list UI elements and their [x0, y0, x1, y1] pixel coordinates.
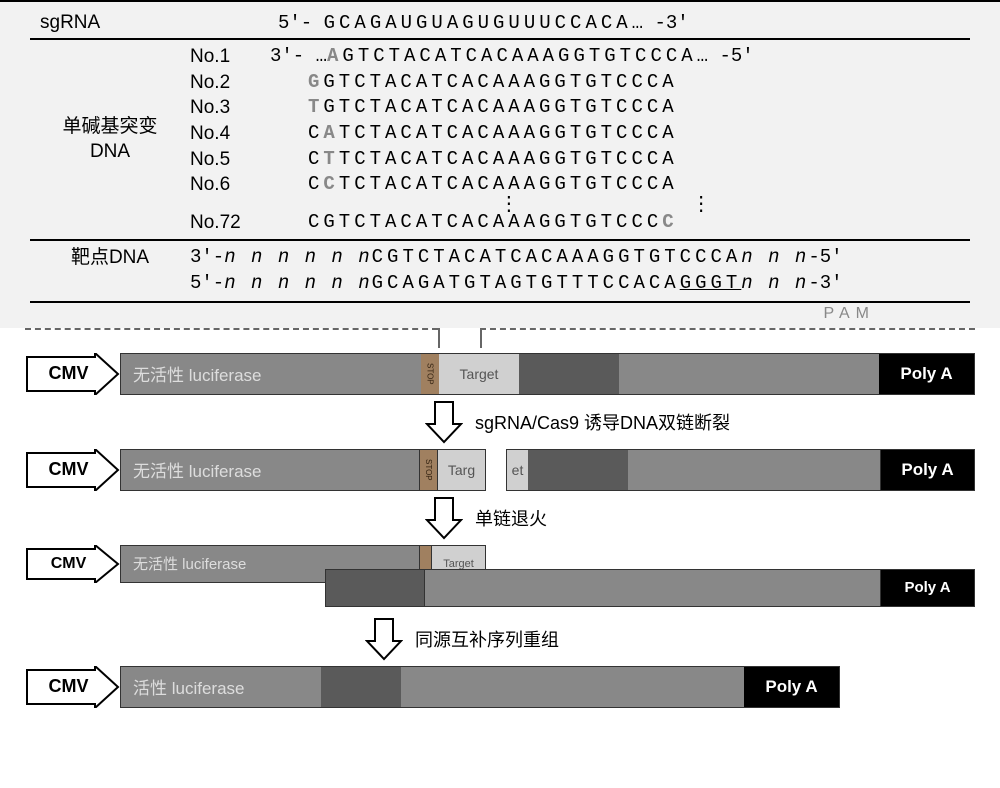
cmv-promoter-4: CMV [25, 666, 120, 708]
sequence-table: sgRNA 5'- GCAGAUGUAGUGUUUCCACA… -3' 单碱基突… [0, 0, 1000, 328]
luciferase-fragment-3 [425, 569, 880, 607]
seq-row-2: No.2GGTCTACATCACAAAGGTGTCCCA [190, 70, 970, 96]
construct-1: CMV 无活性 luciferase STOP Target Poly A [25, 353, 975, 395]
polya-4: Poly A [744, 667, 839, 707]
seq-row-3: No.3TGTCTACATCACAAAGGTGTCCCA [190, 95, 970, 121]
polya-2: Poly A [880, 449, 975, 491]
dashed-bracket [25, 328, 975, 348]
diagram-section: CMV 无活性 luciferase STOP Target Poly A sg… [0, 328, 1000, 708]
seq-row-5: No.5CTTCTACATCACAAAGGTGTCCCA [190, 147, 970, 173]
active-luciferase-right [401, 667, 744, 707]
sgrna-sequence: 5'- GCAGAUGUAGUGUUUCCACA… -3' [190, 12, 689, 34]
stop-codon-1: STOP [421, 354, 439, 394]
homology-region-1 [519, 354, 619, 394]
down-arrow-2-icon [425, 496, 463, 540]
seq-row-1: No.13'- …AGTCTACATCACAAAGGTGTCCCA… -5' [190, 44, 970, 70]
construct-2: CMV 无活性 luciferase STOP Targ et Poly A [25, 449, 975, 491]
active-luciferase-left: 活性 luciferase [121, 667, 321, 707]
construct-4: CMV 活性 luciferase Poly A [25, 666, 975, 708]
arrow-step-2: 单链退火 [25, 496, 975, 540]
target-left-2: Targ [438, 449, 486, 491]
target-site-1: Target [439, 354, 519, 394]
cmv-promoter-1: CMV [25, 353, 120, 395]
arrow-step-3: 同源互补序列重组 [25, 617, 975, 661]
target-right-2: et [506, 449, 528, 491]
arrow-label-2: 单链退火 [475, 505, 547, 531]
down-arrow-1-icon [425, 400, 463, 444]
seq-row-72: No.72CGTCTACATCACAAAGGTGTCCCC [190, 210, 970, 236]
ellipsis-row: ⋮ ⋮ [190, 198, 970, 210]
arrow-step-1: sgRNA/Cas9 诱导DNA双链断裂 [25, 400, 975, 444]
sgrna-label: sgRNA [30, 12, 190, 34]
down-arrow-3-icon [365, 617, 403, 661]
pam-label: PAM [30, 305, 970, 323]
target-dna-section: 靶点DNA 3'- n n n n n n CGTCTACATCACAAAGGT… [30, 239, 970, 302]
dsb-gap [486, 449, 506, 491]
seq-row-4: No.4CATCTACATCACAAAGGTGTCCCA [190, 121, 970, 147]
sgrna-header-row: sgRNA 5'- GCAGAUGUAGUGUUUCCACA… -3' [30, 12, 970, 40]
polya-3: Poly A [880, 569, 975, 607]
target-row-bottom: 5'- n n n n n n GCAGATGTAGTGTTTCCACAGGGT… [30, 271, 970, 297]
construct-3-ssa: CMV 无活性 luciferase Target Poly A [25, 545, 975, 607]
homology-region-2 [528, 449, 628, 491]
mutation-rows: No.13'- …AGTCTACATCACAAAGGTGTCCCA… -5' N… [190, 44, 970, 235]
mutation-block: 单碱基突变 DNA No.13'- …AGTCTACATCACAAAGGTGTC… [30, 44, 970, 235]
polya-1: Poly A [879, 354, 974, 394]
luciferase-fragment-2 [628, 449, 880, 491]
homology-region-3 [325, 569, 425, 607]
stop-codon-2: STOP [420, 449, 438, 491]
mutation-label: 单碱基突变 DNA [30, 115, 190, 164]
luciferase-fragment-1 [619, 354, 879, 394]
homology-region-4 [321, 667, 401, 707]
inactive-luciferase-2: 无活性 luciferase [120, 449, 420, 491]
cmv-promoter-2: CMV [25, 449, 120, 491]
arrow-label-1: sgRNA/Cas9 诱导DNA双链断裂 [475, 409, 730, 435]
arrow-label-3: 同源互补序列重组 [415, 626, 559, 652]
target-row-top: 靶点DNA 3'- n n n n n n CGTCTACATCACAAAGGT… [30, 245, 970, 271]
inactive-luciferase-1: 无活性 luciferase [121, 354, 421, 394]
